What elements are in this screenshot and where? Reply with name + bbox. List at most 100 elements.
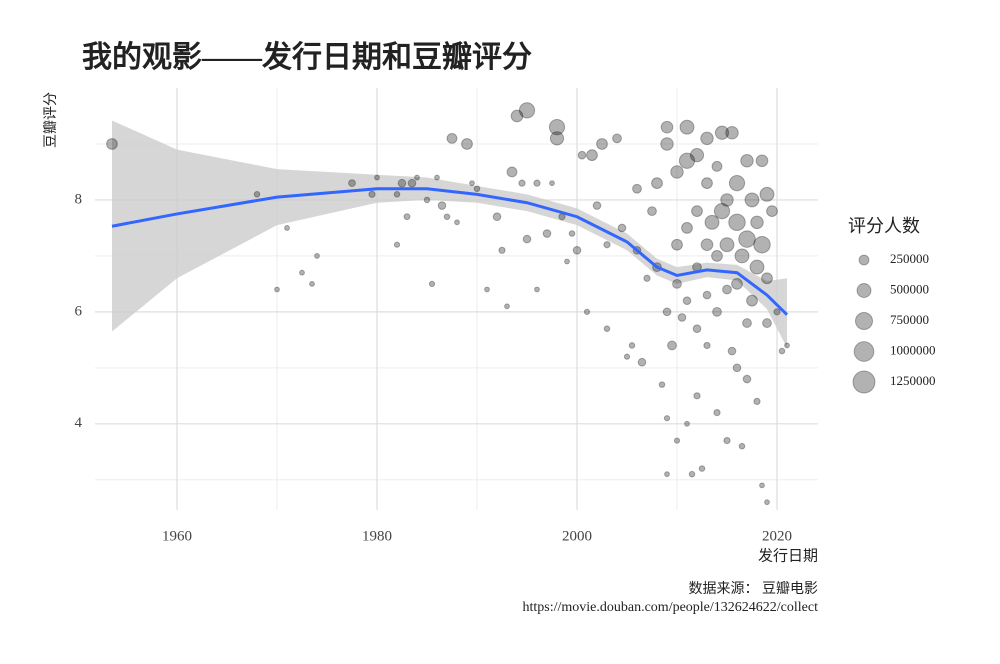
point [684, 420, 690, 427]
point [728, 213, 746, 232]
point [522, 234, 532, 244]
point [731, 277, 743, 290]
point [711, 160, 723, 172]
point [701, 177, 713, 190]
point [274, 286, 280, 293]
point [498, 246, 506, 254]
point [414, 174, 420, 181]
point [314, 252, 320, 259]
point [568, 230, 576, 237]
point [691, 205, 703, 218]
point [759, 186, 775, 202]
point [732, 363, 742, 373]
point [761, 272, 773, 285]
point [583, 308, 591, 315]
point [647, 206, 657, 217]
point [679, 119, 695, 135]
point [603, 241, 611, 249]
point [393, 191, 401, 198]
point [397, 178, 407, 188]
x-tick-label: 2000 [562, 528, 592, 544]
point [723, 436, 731, 445]
point [662, 307, 672, 317]
point [719, 237, 735, 253]
point [688, 470, 696, 478]
point [663, 415, 671, 422]
point [700, 238, 714, 252]
point [712, 306, 722, 317]
point [533, 179, 541, 187]
point [698, 465, 706, 472]
point [722, 284, 732, 295]
point [749, 259, 765, 275]
point [299, 269, 305, 276]
point [725, 126, 739, 140]
point [670, 165, 684, 179]
point [738, 442, 746, 450]
point [759, 482, 765, 489]
x-axis-label: 发行日期 [758, 547, 818, 564]
point [703, 341, 711, 350]
point [740, 154, 754, 168]
point [284, 225, 290, 231]
point [773, 308, 781, 316]
point [660, 120, 674, 134]
legend-title: 评分人数 [848, 216, 920, 236]
point [664, 471, 670, 478]
point [702, 290, 712, 300]
point [720, 193, 734, 207]
point [506, 166, 518, 178]
y-tick-label: 4 [75, 415, 83, 431]
point [437, 201, 447, 210]
point [672, 278, 682, 289]
point [753, 397, 761, 406]
point [572, 245, 582, 255]
point [492, 212, 502, 222]
y-tick-label: 8 [75, 191, 83, 207]
point [673, 437, 681, 444]
legend-label: 1000000 [890, 342, 936, 357]
point [677, 313, 687, 322]
chart-title: 我的观影——发行日期和豆瓣评分 [82, 41, 532, 74]
point [742, 374, 752, 384]
point [473, 185, 481, 193]
point [542, 229, 552, 238]
y-axis-label: 豆瓣评分 [43, 92, 59, 148]
point [428, 280, 436, 287]
point [504, 303, 510, 310]
point [623, 353, 631, 360]
point [632, 183, 642, 194]
point [484, 286, 490, 293]
x-tick-label: 2020 [762, 528, 792, 544]
point [612, 133, 622, 144]
point [728, 175, 746, 192]
point [443, 213, 451, 221]
point [518, 179, 526, 187]
point [713, 409, 721, 417]
point [711, 250, 723, 262]
point [403, 213, 411, 221]
point [764, 499, 770, 506]
point [603, 325, 611, 332]
point [714, 125, 730, 140]
point [689, 148, 705, 163]
smooth-line [111, 187, 789, 316]
point [548, 119, 566, 136]
point [446, 132, 458, 144]
point [469, 180, 475, 187]
point [423, 196, 431, 204]
legend-label: 500000 [890, 281, 929, 296]
legend-swatch [856, 283, 872, 298]
point [667, 340, 677, 351]
legend-label: 750000 [890, 312, 929, 327]
point [637, 357, 647, 367]
point [692, 324, 702, 333]
point [461, 138, 473, 150]
legend-swatch [852, 370, 876, 394]
point [766, 205, 778, 218]
point [592, 201, 602, 210]
point [750, 215, 764, 230]
point [658, 381, 666, 388]
confidence-band [112, 120, 787, 348]
